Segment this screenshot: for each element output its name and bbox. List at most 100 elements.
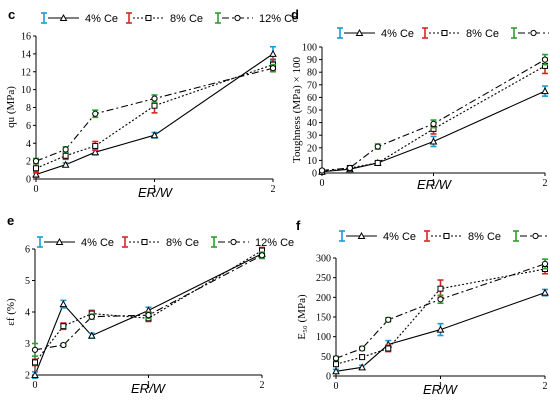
x-tick-label: 0 [334, 381, 339, 392]
y-tick-label: 90 [307, 55, 317, 66]
data-point [385, 345, 392, 352]
series-1 [333, 263, 548, 368]
y-axis-label: qu (MPa) [5, 86, 17, 128]
data-point [437, 285, 444, 292]
data-point [62, 146, 69, 153]
data-point [332, 367, 340, 375]
legend-marker [141, 239, 148, 245]
data-point [87, 331, 96, 339]
y-tick-label: 4 [25, 308, 30, 319]
x-tick-label: 1 [146, 380, 151, 391]
legend-label: 4% Ce [381, 28, 414, 40]
data-point [318, 167, 326, 174]
series-2 [31, 251, 266, 357]
data-point [541, 288, 549, 296]
data-point [541, 56, 549, 63]
data-point [333, 361, 339, 368]
data-point [145, 312, 152, 319]
y-tick-label: 150 [316, 313, 331, 324]
panel-e: 2 3 4 5 6 0 1 2 e ER/W εf (%) 4% Ce 8% Ce 12% Ce [5, 213, 294, 396]
legend-marker [55, 237, 64, 245]
y-tick-label: 100 [302, 43, 317, 54]
data-point [359, 345, 366, 352]
data-point [60, 341, 67, 349]
panel-label: f [296, 218, 301, 233]
data-point [258, 252, 266, 259]
legend-marker [532, 232, 539, 240]
data-point [541, 260, 549, 267]
y-tick-label: 2 [25, 371, 30, 382]
panel-f: 0 50 100 150 200 250 300 0 1 2 f ER/W E₅₀ (MPa) 4% Ce… [296, 218, 550, 397]
y-tick-label: 40 [307, 118, 317, 129]
series-line [335, 268, 546, 365]
series-2 [332, 258, 549, 362]
y-tick-label: 4 [26, 139, 31, 150]
x-axis-label: ER/W [138, 185, 174, 200]
y-tick-label: 80 [307, 68, 317, 79]
legend-marker [234, 14, 241, 22]
y-tick-label: 50 [307, 106, 317, 117]
x-tick-label: 2 [543, 381, 548, 392]
data-point [32, 359, 38, 366]
data-point [269, 49, 277, 57]
legend-label: 8% Ce [166, 237, 199, 249]
y-tick-label: 0 [326, 372, 331, 383]
data-point [92, 110, 99, 117]
legend-label: 12% Ce [259, 13, 298, 25]
y-tick-label: 8 [26, 103, 31, 114]
y-tick-label: 2 [26, 157, 31, 168]
data-point [436, 325, 445, 333]
legend-marker [59, 13, 68, 21]
x-axis-label: ER/W [417, 177, 453, 192]
data-point [332, 355, 340, 362]
y-tick-label: 12 [21, 67, 31, 78]
y-tick-label: 70 [307, 80, 317, 91]
y-tick-label: 60 [307, 93, 317, 104]
y-tick-label: 0 [312, 169, 317, 180]
data-point [91, 148, 100, 156]
series-2 [318, 53, 549, 174]
data-point [60, 323, 67, 330]
legend-marker [230, 238, 237, 246]
data-point [374, 159, 381, 166]
y-tick-label: 10 [307, 156, 317, 167]
series-2 [32, 63, 277, 165]
x-axis-label: ER/W [131, 381, 167, 396]
data-point [437, 296, 444, 303]
series-line [321, 65, 546, 173]
x-tick-label: 1 [438, 381, 443, 392]
data-point [430, 120, 437, 127]
panel-label: e [7, 213, 14, 228]
y-tick-label: 10 [21, 85, 31, 96]
data-point [358, 363, 366, 371]
series-line [35, 53, 274, 176]
y-axis-label: εf (%) [5, 298, 17, 326]
series-line [35, 64, 274, 169]
x-tick-label: 2 [271, 184, 276, 195]
data-point [59, 300, 68, 308]
data-point [359, 354, 366, 361]
y-tick-label: 14 [21, 49, 31, 60]
legend-marker [443, 233, 450, 239]
y-axis-label: E₅₀ (MPa) [296, 294, 308, 340]
legend-label: 8% Ce [170, 13, 203, 25]
x-axis-label: ER/W [423, 382, 459, 397]
y-tick-label: 300 [316, 254, 331, 265]
y-tick-label: 6 [25, 245, 30, 256]
data-point [150, 131, 159, 139]
legend-label: 4% Ce [85, 13, 118, 25]
y-tick-label: 50 [321, 352, 331, 363]
data-point [31, 370, 39, 378]
y-tick-label: 100 [316, 332, 331, 343]
y-tick-label: 5 [25, 276, 30, 287]
legend-marker [145, 15, 152, 21]
data-point [429, 137, 438, 145]
data-point [61, 160, 70, 168]
legend-label: 8% Ce [466, 28, 499, 40]
x-tick-label: 0 [34, 184, 39, 195]
